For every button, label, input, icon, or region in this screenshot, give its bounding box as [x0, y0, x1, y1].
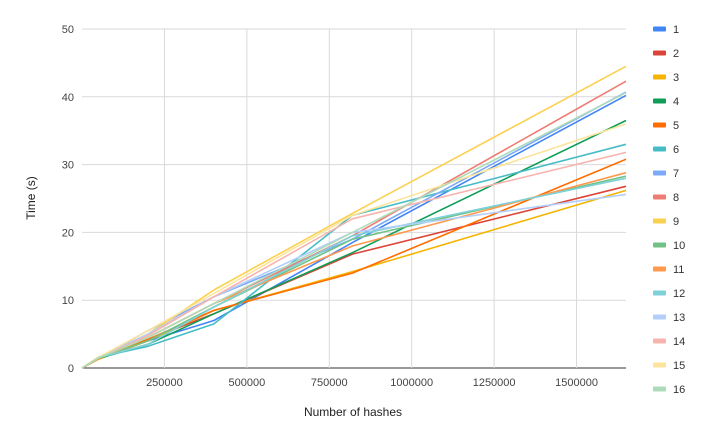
x-tick-label: 1000000 [390, 377, 433, 389]
x-tick-label: 250000 [146, 377, 183, 389]
series-line-13 [81, 193, 627, 369]
series-lines [81, 65, 627, 369]
y-tick-labels: 0 10 20 30 40 50 [62, 24, 74, 375]
legend-swatch-10 [653, 242, 666, 248]
series-line-4 [81, 119, 627, 369]
legend-swatch-13 [653, 314, 666, 320]
legend-swatch-14 [653, 338, 666, 344]
legend-swatch-12 [653, 290, 666, 296]
legend-label: 5 [673, 120, 679, 132]
legend-label: 16 [673, 384, 685, 396]
x-tick-label: 1250000 [473, 377, 516, 389]
x-axis-title: Number of hashes [304, 405, 402, 419]
legend-label: 4 [673, 96, 679, 108]
legend-swatch-8 [653, 194, 666, 200]
legend-label: 7 [673, 168, 679, 180]
legend-label: 12 [673, 288, 685, 300]
y-tick-label: 10 [62, 295, 74, 307]
legend-label: 10 [673, 240, 685, 252]
legend-swatch-11 [653, 266, 666, 272]
legend-label: 1 [673, 24, 679, 36]
x-tick-label: 750000 [311, 377, 348, 389]
legend-swatch-1 [653, 26, 666, 32]
legend-label: 13 [673, 312, 685, 324]
gridlines [82, 28, 626, 369]
legend-label: 11 [673, 264, 684, 276]
legend-label: 2 [673, 48, 679, 60]
legend-label: 6 [673, 144, 679, 156]
legend-swatch-5 [653, 122, 666, 128]
y-tick-label: 40 [62, 92, 74, 104]
legend-swatch-4 [653, 98, 666, 104]
legend-swatch-3 [653, 74, 666, 80]
y-tick-label: 20 [62, 227, 74, 239]
x-tick-label: 500000 [228, 377, 265, 389]
legend-label: 14 [673, 336, 685, 348]
x-tick-labels: 250000 500000 750000 1000000 1250000 1500000 [146, 377, 598, 389]
legend-swatch-16 [653, 386, 666, 392]
legend-swatch-7 [653, 170, 666, 176]
y-tick-label: 30 [62, 160, 74, 172]
legend-swatch-6 [653, 146, 666, 152]
y-tick-label: 0 [68, 363, 74, 375]
legend-swatch-9 [653, 218, 666, 224]
legend-swatch-2 [653, 50, 666, 56]
legend-label: 3 [673, 72, 679, 84]
y-tick-label: 50 [62, 24, 74, 36]
series-line-11 [81, 171, 627, 369]
series-line-16 [81, 91, 627, 369]
legend-label: 15 [673, 360, 685, 372]
y-axis-title: Time (s) [24, 176, 38, 220]
legend-swatch-15 [653, 362, 666, 368]
legend-label: 8 [673, 192, 679, 204]
legend-label: 9 [673, 216, 679, 228]
x-tick-label: 1500000 [555, 377, 598, 389]
